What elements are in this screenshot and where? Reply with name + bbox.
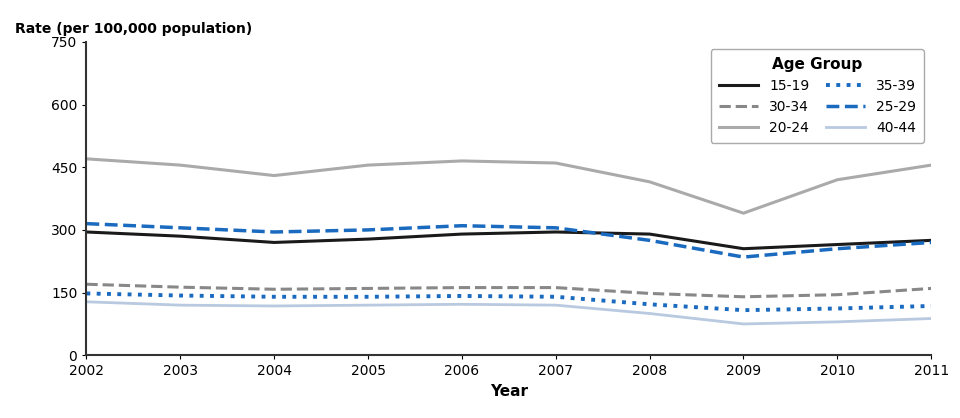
Text: Rate (per 100,000 population): Rate (per 100,000 population) — [14, 22, 252, 36]
X-axis label: Year: Year — [490, 384, 528, 399]
Legend: 15-19, 30-34, 20-24, 35-39, 25-29, 40-44: 15-19, 30-34, 20-24, 35-39, 25-29, 40-44 — [710, 49, 924, 143]
